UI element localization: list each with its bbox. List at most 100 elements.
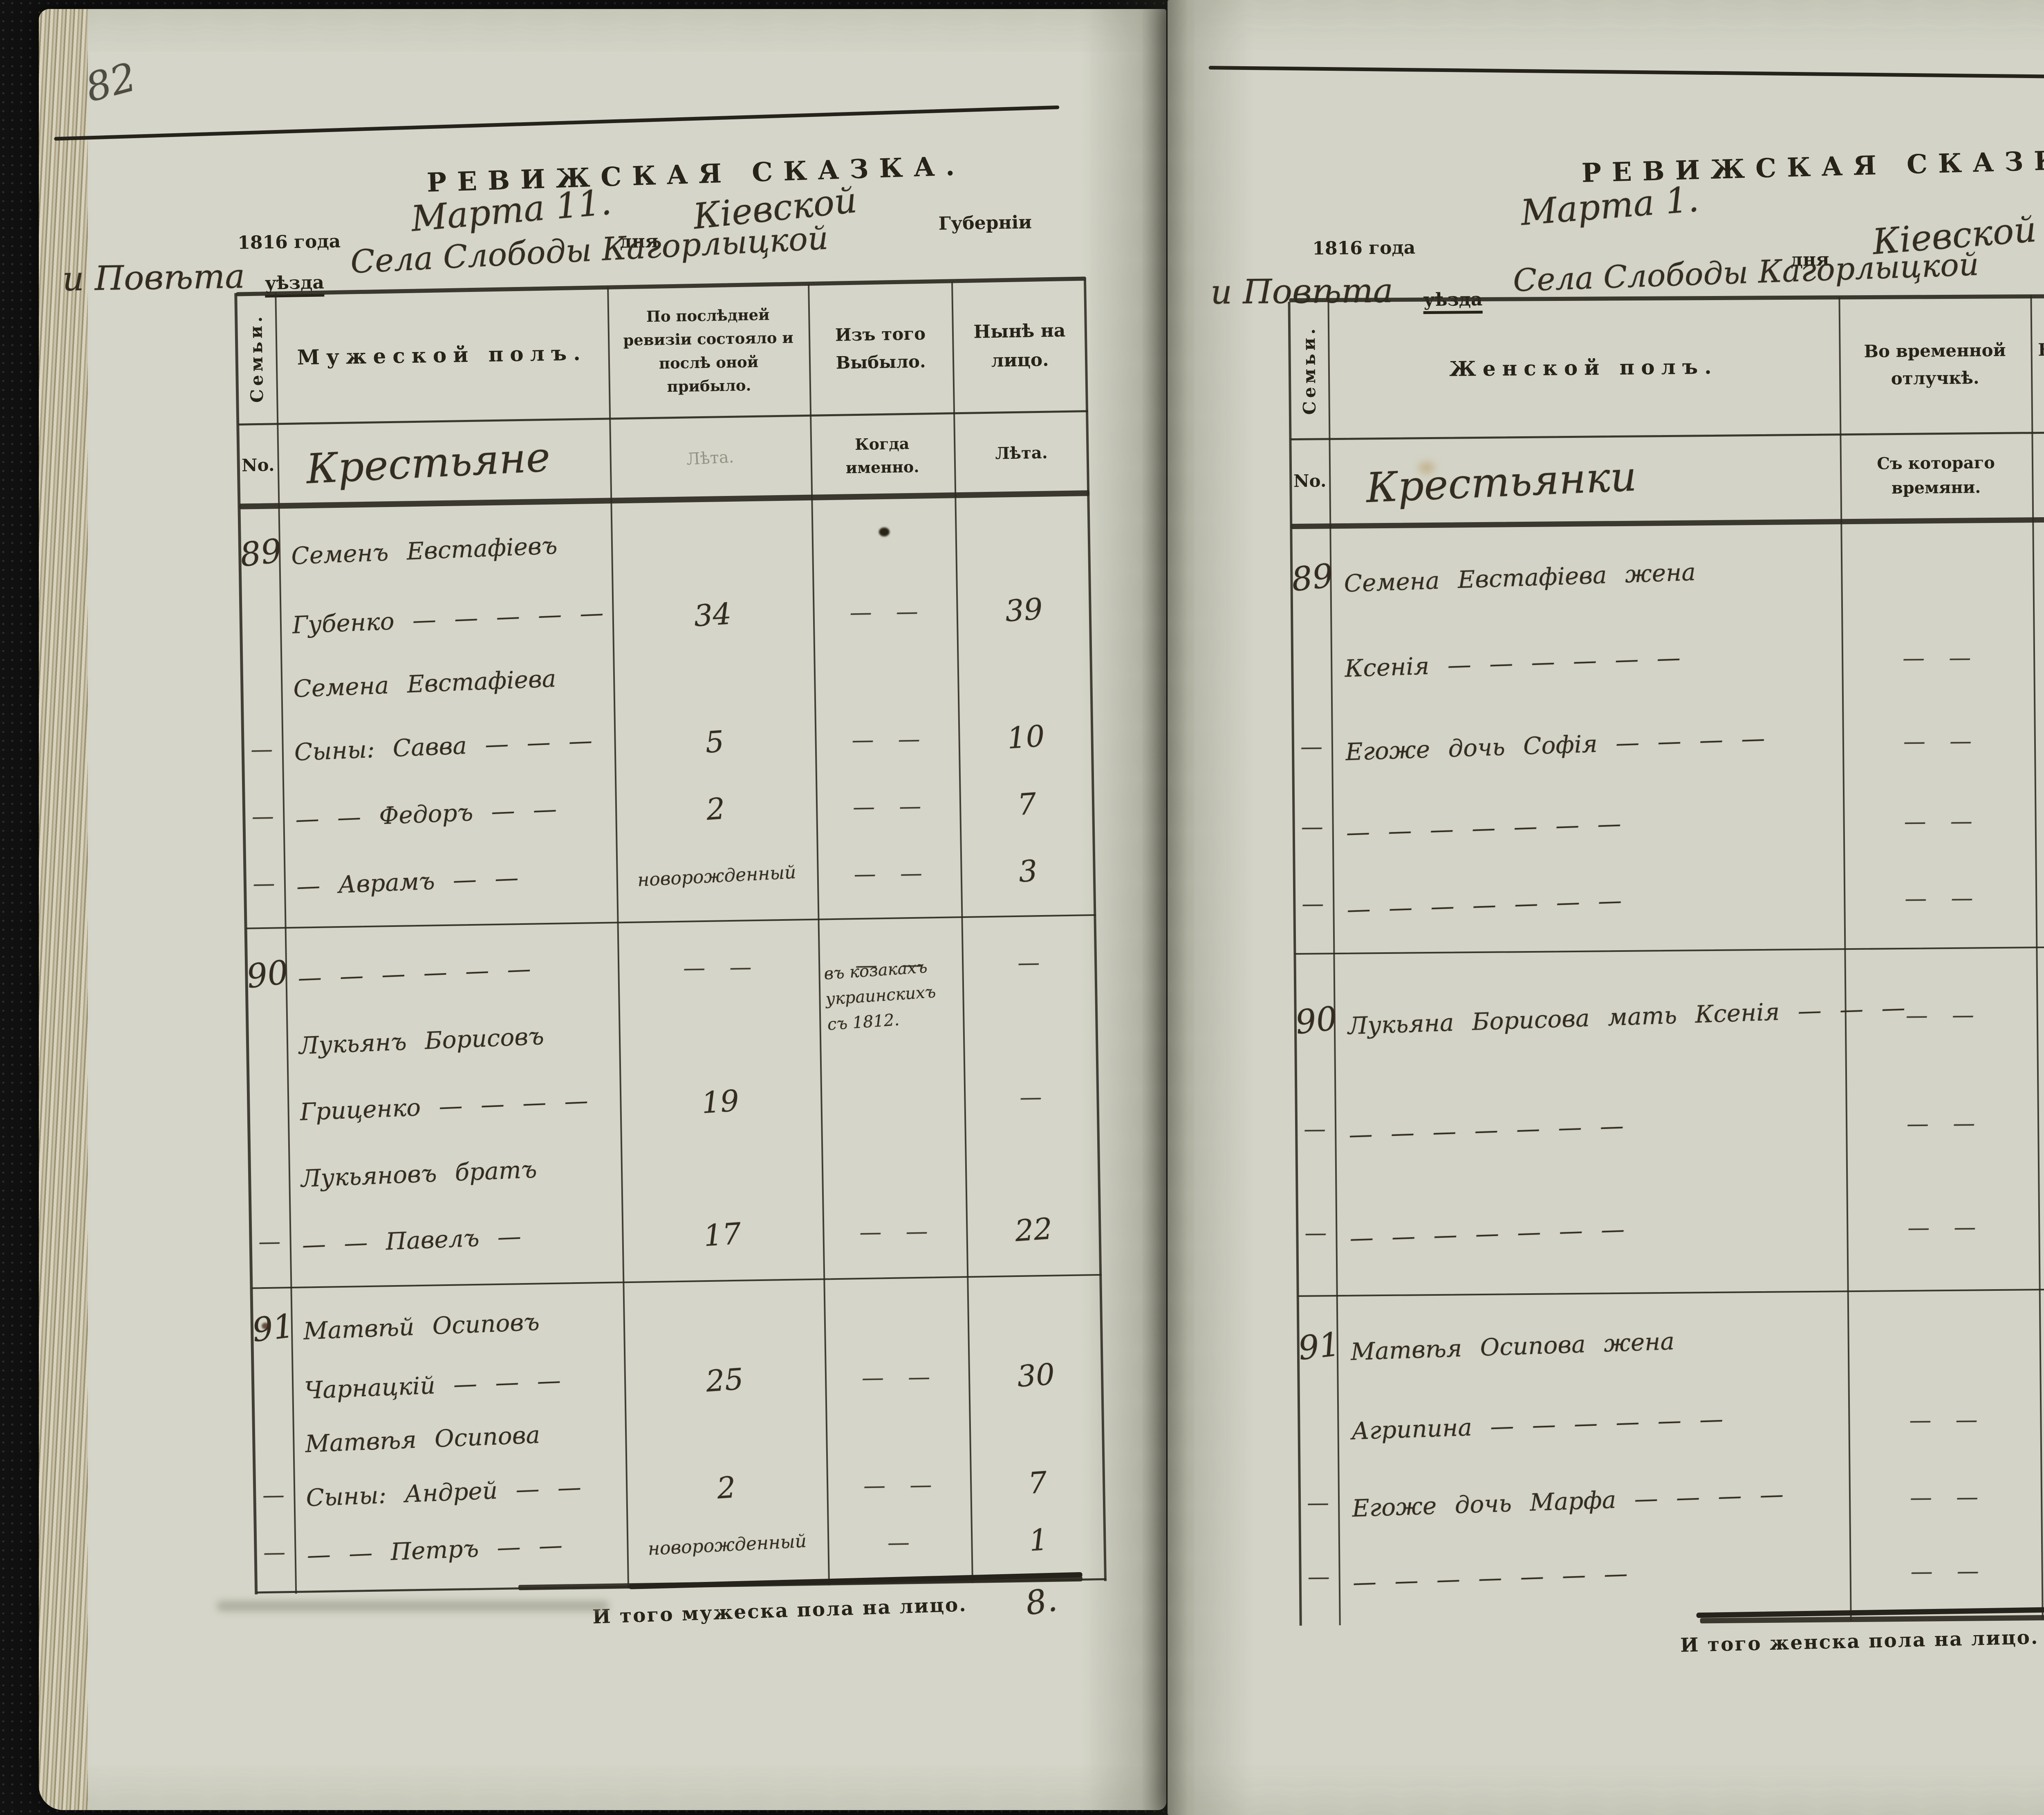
col-header-female-sex: Женской полъ. (1449, 354, 1718, 381)
cell-now: 39 (1004, 591, 1044, 628)
subheader-when-exactly: Когда именно. (845, 434, 919, 477)
total-label-male: И того мужеска пола на лицо. (592, 1593, 968, 1629)
record-line: — — — Федоръ — — 2 — — 7 (244, 786, 1095, 834)
cell-now: 10 (1006, 718, 1046, 756)
cell-name: Ксенія — — — — — — (1344, 644, 1681, 683)
col-header-present: Нынѣ на лицо. (2038, 339, 2044, 360)
cell-no: — (263, 1539, 287, 1565)
cell-out: — — (852, 793, 923, 820)
cell-no: — (251, 803, 276, 830)
record-line: — — — — — — — — — — — (1293, 806, 2044, 846)
cell-out (814, 675, 957, 677)
cell-out (824, 1317, 968, 1319)
cell-name: — — — — — — — (1352, 1559, 1628, 1596)
cell-out (826, 1430, 969, 1432)
cell-no: — (1302, 891, 1326, 917)
year-label: 1816 года (237, 231, 341, 254)
cell-prev (611, 544, 812, 547)
cell-no: 89 (1289, 556, 1336, 599)
cell-out: — — (861, 1364, 932, 1391)
cell-now: 3 (1017, 853, 1039, 889)
cell-away: — — (1902, 644, 1973, 671)
record-line: — — — — — — — — — — — (1300, 1555, 2044, 1596)
cell-no: — (1300, 734, 1325, 760)
record-line: Чарнацкій — — — 25 — — 30 (253, 1357, 1104, 1405)
record-line: Губенко — — — — — 34 — — 39 (241, 591, 1091, 639)
place-handwritten: Села Слободы Кагорлыцкой (1512, 246, 1980, 299)
record-line: Матвѣя Осипова (254, 1414, 1105, 1458)
cell-out: — (887, 1529, 912, 1555)
cell-name: Гриценко — — — — (299, 1086, 589, 1126)
cell-name: Чарнацкій — — — (304, 1366, 562, 1404)
cell-prev: 2 (705, 791, 726, 827)
col-header-temporarily-absent: Во временной отлучкѣ. (1864, 340, 2006, 389)
cell-name: — — Петръ — — (306, 1531, 563, 1569)
cell-name: Губенко — — — — — (291, 599, 604, 639)
cell-away: — — (1903, 728, 1974, 754)
revision-table-male: Семьи. Мужеской полъ. По послѣдней ревиз… (234, 276, 1107, 1595)
subheader-no: No. (1293, 471, 1327, 491)
cell-out (822, 1164, 965, 1167)
cell-now: 27 (2039, 1398, 2044, 1439)
cell-name: Агрипина — — — — — — (1351, 1404, 1724, 1445)
record-line: — — — — — — — — — — — (1296, 1108, 2044, 1149)
cell-name: — — — — — — — (1348, 1111, 1624, 1149)
revision-table-female: Семьи. Женской полъ. Во временной отлучк… (1288, 294, 2044, 1626)
subheader-no: No. (241, 455, 275, 476)
cell-away: — — (1906, 1110, 1977, 1137)
cell-now: 7 (1016, 786, 1038, 822)
subheader-years-faint: Лѣта. (686, 447, 735, 469)
cell-away: — — (1910, 1484, 1980, 1510)
col-header-present: Нынѣ на лицо. (973, 320, 1066, 371)
record-line: — — — — — — — — — — — (1297, 1211, 2044, 1252)
record-line: — Сыны: Савва — — — 5 — — 10 (243, 719, 1094, 767)
month-day-handwritten: Марта 1. (1519, 179, 1701, 234)
record-line: Семена Евстафіева (242, 659, 1093, 703)
total-label-female: И того женска пола на лицо. (1680, 1626, 2039, 1657)
cell-name: Матвѣй Осиповъ (303, 1308, 540, 1346)
right-page: 83 43 РЕВИЖСКАЯ СКАЗКА. 1816 года Марта … (1168, 0, 2044, 1815)
cell-prev: 5 (704, 724, 725, 760)
cell-prev (621, 1167, 822, 1170)
record-line: — Сыны: Андрей — — 2 — — 7 (255, 1465, 1105, 1512)
cell-now: — (2041, 1557, 2044, 1583)
subheader-group-peasants: Крестьяне (305, 433, 551, 493)
record-line: — Егоже дочь Марфа — — — — — — 3 (1300, 1478, 2044, 1522)
cell-now: — (2035, 884, 2044, 910)
cell-name: Егоже дочь Софія — — — — (1345, 724, 1766, 766)
cell-name: Сыны: Андрей — — (305, 1473, 582, 1512)
top-rule-right (1208, 66, 2044, 79)
records-female: 89 Семена Евстафіева жена Ксенія — — — — —… (1289, 516, 2044, 1623)
total-value-male: 8. (1022, 1580, 1060, 1623)
subheader-group-peasant-women: Крестьянки (1365, 452, 1638, 512)
record-line: 91 Матвѣя Осипова жена (1296, 1320, 2044, 1367)
cell-no (241, 621, 280, 622)
cell-now (963, 1030, 1098, 1032)
cell-now (955, 540, 1090, 542)
cell-name: Семена Евстафіева жена (1343, 558, 1696, 597)
cell-now (2040, 1339, 2044, 1340)
cell-now: — (2037, 1109, 2044, 1135)
margin-note-cossacks: въ козакахъ украинскихъ съ 1812. (823, 958, 937, 1034)
cell-name: — Аврамъ — — (296, 864, 519, 900)
subheader-since-when: Съ котораго времяни. (1877, 453, 1995, 498)
cell-no (1299, 1425, 1337, 1426)
cell-name: Егоже дочь Марфа — — — — (1351, 1480, 1784, 1522)
records-male: 89 Семенъ Евстафіевъ Губенко — — — — — 34 — … (238, 494, 1106, 1591)
cell-no: — (252, 870, 277, 896)
cell-no: — (1304, 1220, 1329, 1246)
cell-now: 33 (2033, 636, 2044, 677)
cell-no (254, 1440, 293, 1441)
cell-now: 7 (1027, 1465, 1048, 1501)
cell-prev (623, 1319, 824, 1323)
cell-name: Лукьяна Борисова мать Ксенія — — — (1347, 994, 1906, 1040)
col-header-previous-revision: По послѣдней ревизіи состояло и послѣ он… (623, 305, 794, 396)
cell-now (957, 673, 1092, 675)
cell-away: — — (1904, 808, 1974, 835)
top-rule-left (54, 105, 1060, 141)
cell-no: — (250, 736, 275, 763)
cell-name: — — — — — — — (1346, 886, 1623, 924)
record-line: 91 Матвѣй Осиповъ (250, 1296, 1103, 1349)
cell-now (969, 1428, 1104, 1430)
cell-now: 51 (2035, 994, 2044, 1034)
